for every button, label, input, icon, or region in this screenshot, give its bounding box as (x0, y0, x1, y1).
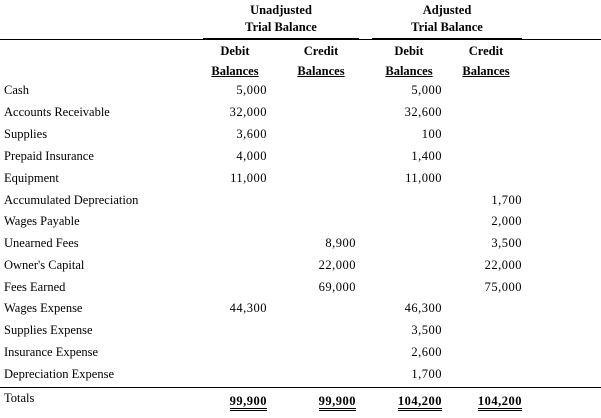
table-row: Cash 5,000 5,000 (0, 83, 601, 105)
at-credit-value: 22,000 (484, 258, 522, 272)
at-debit-value: 46,300 (404, 301, 442, 315)
account-name: Equipment (4, 171, 59, 185)
at-debit-value: 11,000 (405, 171, 442, 185)
account-name: Prepaid Insurance (4, 149, 94, 163)
adjusted-trial-balance-header: Adjusted Trial Balance (372, 2, 522, 36)
at-debit-value: 1,700 (411, 367, 442, 381)
at-credit-value: 1,700 (491, 193, 522, 207)
at-debit-value: 1,400 (411, 149, 442, 163)
ut-debit-column-header: Debit Balances (200, 41, 270, 81)
at-debit-value: 2,600 (411, 345, 442, 359)
table-row: Wages Payable 2,000 (0, 214, 601, 236)
table-row: Accounts Receivable 32,000 32,600 (0, 105, 601, 127)
at-credit-header-top: Credit (468, 44, 504, 58)
account-name: Supplies Expense (4, 323, 93, 337)
ut-debit-value: 44,300 (229, 301, 267, 315)
table-row: Owner's Capital 22,000 22,000 (0, 258, 601, 280)
ut-debit-value: 3,600 (236, 127, 267, 141)
account-name: Accumulated Depreciation (4, 193, 139, 207)
account-name: Cash (4, 83, 29, 97)
at-debit-header-bottom: Balances (385, 64, 433, 78)
ut-debit-value: 11,000 (230, 171, 267, 185)
adjusted-header-line2: Trial Balance (411, 20, 483, 34)
at-debit-value: 5,000 (411, 83, 442, 97)
account-name: Owner's Capital (4, 258, 85, 272)
ut-credit-column-header: Credit Balances (285, 41, 357, 81)
ut-debit-header-bottom: Balances (211, 64, 259, 78)
account-name: Supplies (4, 127, 48, 141)
table-row: Equipment 11,000 11,000 (0, 171, 601, 193)
at-credit-header-bottom: Balances (462, 64, 510, 78)
unadjusted-header-line1: Unadjusted (250, 3, 312, 17)
table-row: Depreciation Expense 1,700 (0, 367, 601, 389)
table-row: Fees Earned 69,000 75,000 (0, 280, 601, 302)
account-name: Unearned Fees (4, 236, 79, 250)
at-debit-column-header: Debit Balances (374, 41, 444, 81)
account-name: Fees Earned (4, 280, 66, 294)
adjusted-header-line1: Adjusted (422, 3, 472, 17)
at-debit-total: 104,200 (397, 395, 442, 411)
table-row: Insurance Expense 2,600 (0, 345, 601, 367)
table-top-rule (0, 39, 601, 40)
at-credit-column-header: Credit Balances (450, 41, 522, 81)
table-row: Accumulated Depreciation 1,700 (0, 193, 601, 215)
ut-debit-value: 32,000 (229, 105, 267, 119)
account-name: Depreciation Expense (4, 367, 115, 381)
account-name: Insurance Expense (4, 345, 99, 359)
at-credit-value: 75,000 (484, 280, 522, 294)
at-debit-value: 32,600 (404, 105, 442, 119)
ut-credit-header-top: Credit (303, 44, 339, 58)
ut-debit-total: 99,900 (229, 395, 267, 411)
account-name: Wages Payable (4, 214, 80, 228)
adjusted-header-rule (372, 38, 522, 39)
at-debit-value: 3,500 (411, 323, 442, 337)
account-name: Accounts Receivable (4, 105, 110, 119)
at-debit-header-top: Debit (394, 44, 424, 58)
table-row: Unearned Fees 8,900 3,500 (0, 236, 601, 258)
at-credit-value: 3,500 (491, 236, 522, 250)
ut-debit-value: 4,000 (236, 149, 267, 163)
ut-credit-value: 69,000 (318, 280, 356, 294)
at-debit-value: 100 (421, 127, 442, 141)
ut-credit-value: 8,900 (325, 236, 356, 250)
ut-debit-value: 5,000 (236, 83, 267, 97)
ut-credit-header-bottom: Balances (297, 64, 345, 78)
table-row: Supplies 3,600 100 (0, 127, 601, 149)
ut-credit-total: 99,900 (318, 395, 356, 411)
at-credit-value: 2,000 (491, 214, 522, 228)
unadjusted-trial-balance-header: Unadjusted Trial Balance (203, 2, 359, 36)
ut-credit-value: 22,000 (318, 258, 356, 272)
unadjusted-header-line2: Trial Balance (245, 20, 317, 34)
totals-label: Totals (4, 391, 35, 405)
totals-row: Totals 99,900 99,900 104,200 104,200 (0, 391, 601, 413)
table-row: Wages Expense 44,300 46,300 (0, 301, 601, 323)
ut-debit-header-top: Debit (220, 44, 250, 58)
account-name: Wages Expense (4, 301, 83, 315)
at-credit-total: 104,200 (477, 395, 522, 411)
table-row: Supplies Expense 3,500 (0, 323, 601, 345)
totals-separator-rule (0, 387, 601, 388)
table-row: Prepaid Insurance 4,000 1,400 (0, 149, 601, 171)
unadjusted-header-rule (203, 38, 359, 39)
